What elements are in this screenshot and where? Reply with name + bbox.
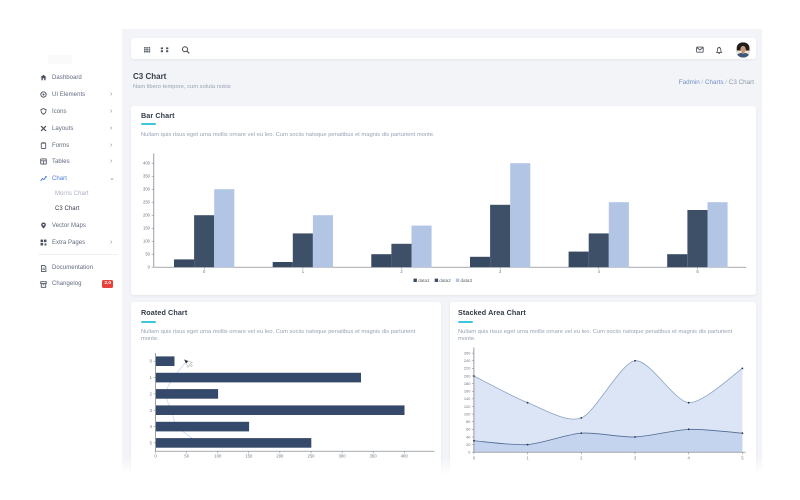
svg-text:50: 50 xyxy=(184,453,189,458)
svg-text:150: 150 xyxy=(245,453,253,458)
svg-text:20: 20 xyxy=(466,442,471,447)
svg-text:3: 3 xyxy=(150,408,153,413)
svg-text:200: 200 xyxy=(464,373,471,378)
svg-text:80: 80 xyxy=(466,419,471,424)
svg-text:2: 2 xyxy=(400,269,403,274)
svg-text:260: 260 xyxy=(464,350,471,355)
svg-text:300: 300 xyxy=(143,187,151,192)
svg-text:data1: data1 xyxy=(418,278,430,283)
svg-text:5: 5 xyxy=(150,440,153,445)
svg-text:240: 240 xyxy=(464,358,471,363)
svg-text:0: 0 xyxy=(148,265,151,270)
svg-text:220: 220 xyxy=(464,366,471,371)
svg-text:50: 50 xyxy=(145,252,150,257)
svg-text:200: 200 xyxy=(143,213,151,218)
svg-text:300: 300 xyxy=(339,453,347,458)
svg-text:100: 100 xyxy=(214,453,222,458)
svg-text:250: 250 xyxy=(143,200,151,205)
svg-text:0: 0 xyxy=(468,450,471,455)
svg-text:250: 250 xyxy=(308,453,316,458)
svg-text:1: 1 xyxy=(150,375,153,380)
svg-text:4: 4 xyxy=(688,455,691,460)
svg-text:400: 400 xyxy=(401,453,409,458)
svg-text:2: 2 xyxy=(580,455,583,460)
svg-text:100: 100 xyxy=(464,411,471,416)
svg-text:2: 2 xyxy=(150,391,153,396)
svg-text:5: 5 xyxy=(741,455,744,460)
svg-text:3: 3 xyxy=(499,269,502,274)
svg-text:350: 350 xyxy=(143,174,151,179)
svg-text:3: 3 xyxy=(634,455,637,460)
svg-text:150: 150 xyxy=(143,226,151,231)
svg-text:40: 40 xyxy=(466,434,471,439)
svg-text:200: 200 xyxy=(276,453,284,458)
svg-text:0: 0 xyxy=(203,269,206,274)
svg-text:4: 4 xyxy=(150,424,153,429)
svg-text:100: 100 xyxy=(143,239,151,244)
svg-text:160: 160 xyxy=(464,389,471,394)
svg-text:180: 180 xyxy=(464,381,471,386)
svg-text:400: 400 xyxy=(143,161,151,166)
svg-text:4: 4 xyxy=(598,269,601,274)
svg-text:0: 0 xyxy=(150,359,153,364)
svg-text:1: 1 xyxy=(526,455,529,460)
svg-text:0: 0 xyxy=(473,455,476,460)
svg-text:1: 1 xyxy=(302,269,305,274)
svg-text:120: 120 xyxy=(464,404,471,409)
svg-text:0: 0 xyxy=(154,453,157,458)
svg-text:data2: data2 xyxy=(439,278,451,283)
svg-text:350: 350 xyxy=(370,453,378,458)
svg-text:data3: data3 xyxy=(461,278,473,283)
svg-text:140: 140 xyxy=(464,396,471,401)
svg-text:5: 5 xyxy=(696,269,699,274)
svg-text:60: 60 xyxy=(466,427,471,432)
